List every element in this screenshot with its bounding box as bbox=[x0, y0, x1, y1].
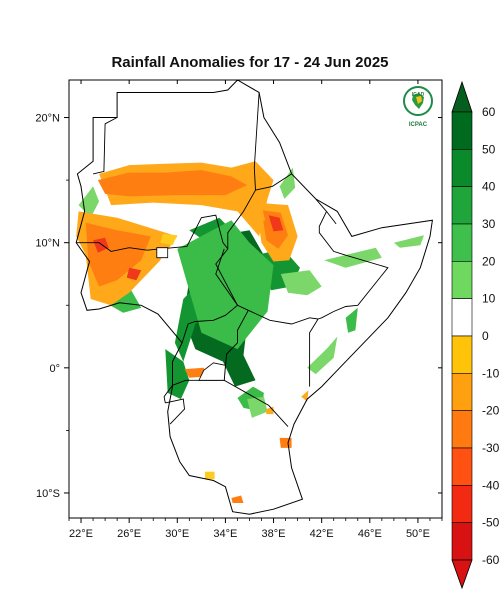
latitude-axis: 20°N 10°N 0° 10°S bbox=[35, 113, 442, 500]
colorbar-segment bbox=[451, 447, 473, 486]
lakes bbox=[156, 247, 226, 381]
colorbar-label: 0 bbox=[482, 329, 489, 343]
country-border bbox=[309, 318, 319, 387]
x-tick-label: 42°E bbox=[310, 528, 334, 540]
anomaly-patch-o3 bbox=[93, 237, 109, 253]
anomaly-patch-l bbox=[78, 186, 100, 218]
colorbar-label: -50 bbox=[482, 516, 500, 530]
region-outline-path bbox=[75, 80, 433, 515]
anomaly-patch-l bbox=[279, 167, 296, 199]
colorbar-bottom-arrow bbox=[451, 559, 473, 590]
colorbar-label: 30 bbox=[482, 217, 496, 231]
country-border bbox=[165, 398, 185, 425]
colorbar-label: 10 bbox=[482, 292, 496, 306]
x-tick-label: 50°E bbox=[406, 528, 430, 540]
lake-outline bbox=[156, 247, 169, 259]
x-tick-label: 46°E bbox=[358, 528, 382, 540]
y-tick-label: 10°N bbox=[35, 238, 60, 250]
anomaly-patch-o2 bbox=[231, 495, 244, 503]
map-title: Rainfall Anomalies for 17 - 24 Jun 2025 bbox=[111, 54, 389, 71]
igad-icpac-logo: IGAD ICPAC bbox=[403, 86, 433, 128]
colorbar-segment bbox=[451, 373, 473, 411]
anomaly-patches bbox=[76, 161, 424, 503]
anomaly-patch-o2 bbox=[279, 437, 292, 448]
colorbar-label: -60 bbox=[482, 553, 500, 567]
colorbar-label: -40 bbox=[482, 478, 500, 492]
anomaly-patch-o3 bbox=[268, 215, 284, 232]
anomaly-patch-m bbox=[177, 220, 274, 350]
anomaly-patch-l bbox=[280, 270, 322, 296]
colorbar-label: -10 bbox=[482, 366, 500, 380]
country-border bbox=[215, 248, 238, 306]
colorbar-segment bbox=[451, 298, 473, 337]
y-tick-label: 0° bbox=[49, 363, 60, 375]
colorbar-segment bbox=[451, 261, 473, 299]
anomaly-patch-l bbox=[307, 336, 338, 375]
region-outline bbox=[75, 80, 433, 515]
colorbar-legend: 60 50 40 30 20 10 0 -10 -20 -30 -40 -50 -60 bbox=[451, 80, 500, 590]
lake-outline bbox=[198, 362, 226, 381]
anomaly-patch-o2 bbox=[184, 367, 207, 378]
colorbar-label: -20 bbox=[482, 404, 500, 418]
colorbar-label: 40 bbox=[482, 180, 496, 194]
colorbar-segment bbox=[451, 335, 473, 374]
country-border bbox=[223, 379, 289, 427]
colorbar-segment bbox=[451, 111, 473, 150]
logo-text-top: IGAD bbox=[412, 92, 425, 98]
country-border bbox=[92, 117, 118, 175]
x-tick-label: 26°E bbox=[117, 528, 141, 540]
map-border bbox=[68, 79, 443, 519]
colorbar-top-arrow bbox=[451, 80, 473, 113]
logo-accent-icon bbox=[416, 96, 422, 104]
colorbar-segment bbox=[451, 522, 473, 561]
anomaly-patch-o3 bbox=[126, 267, 142, 281]
anomaly-patch-o1 bbox=[301, 390, 309, 402]
colorbar-segment bbox=[451, 186, 473, 225]
anomaly-patch-m bbox=[345, 307, 358, 333]
colorbar-label: 60 bbox=[482, 105, 496, 119]
x-tick-label: 22°E bbox=[69, 528, 93, 540]
colorbar-segment bbox=[451, 149, 473, 187]
x-tick-label: 38°E bbox=[262, 528, 286, 540]
anomaly-patch-y bbox=[160, 233, 178, 246]
x-tick-label: 34°E bbox=[213, 528, 237, 540]
colorbar-segment bbox=[451, 410, 473, 449]
anomaly-patch-y bbox=[205, 471, 215, 480]
anomaly-patch-l bbox=[393, 235, 424, 248]
country-border bbox=[172, 310, 249, 386]
anomaly-patch-o2 bbox=[97, 170, 248, 197]
country-border bbox=[181, 304, 238, 343]
colorbar-label: 50 bbox=[482, 142, 496, 156]
country-border bbox=[253, 92, 292, 191]
logo-text-bottom: ICPAC bbox=[409, 122, 428, 128]
colorbar-segment bbox=[451, 223, 473, 262]
longitude-axis: 22°E 26°E 30°E 34°E 38°E 42°E 46°E 50°E bbox=[68, 80, 443, 540]
y-tick-label: 20°N bbox=[35, 113, 60, 125]
x-tick-label: 30°E bbox=[165, 528, 189, 540]
colorbar-segment bbox=[451, 485, 473, 523]
country-border bbox=[163, 385, 173, 403]
country-border bbox=[317, 211, 389, 320]
y-tick-label: 10°S bbox=[36, 488, 60, 500]
anomaly-patch-o1 bbox=[249, 205, 266, 224]
colorbar-label: -30 bbox=[482, 441, 500, 455]
colorbar-label: 20 bbox=[482, 254, 496, 268]
